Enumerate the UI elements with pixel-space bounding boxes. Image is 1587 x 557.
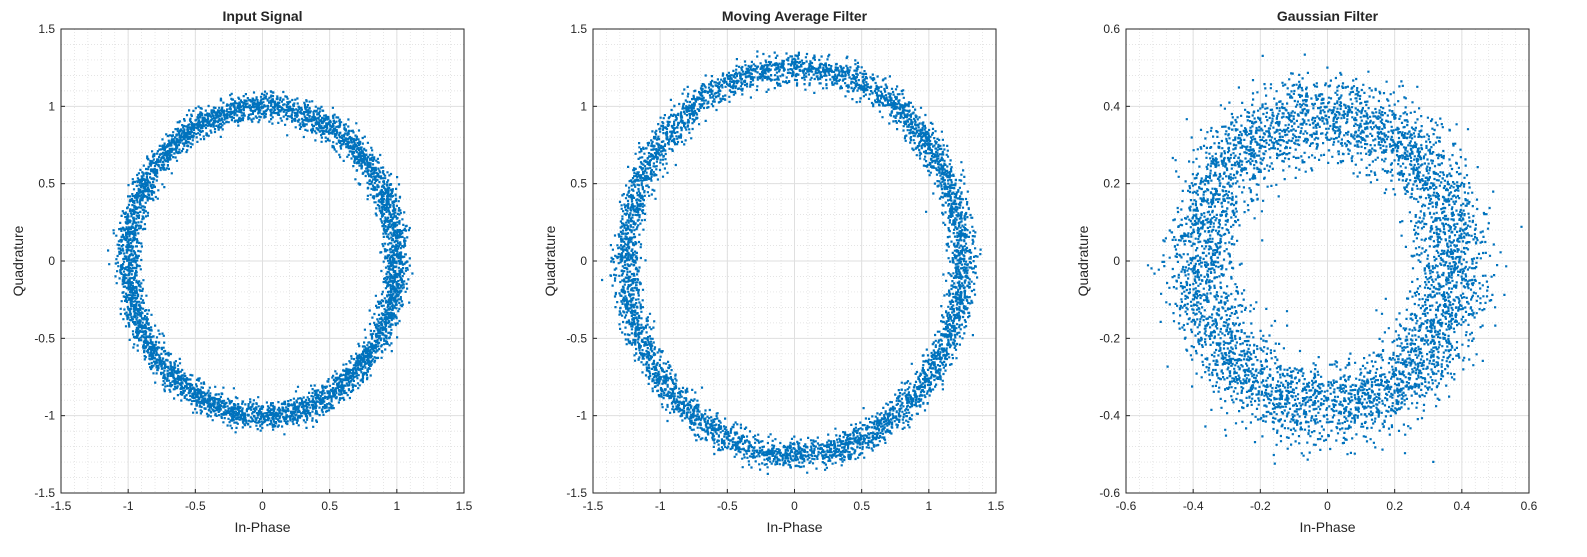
x-axis-label: In-Phase xyxy=(766,519,822,535)
tick-labels: -0.6 -0.4 -0.2 0 0.2 0.4 0.6 -0.6 -0.4 -0.2 0 0.2 0.… xyxy=(1099,22,1537,513)
subplot-1: -1.5 -1 -0.5 0 0.5 1 1.5 -1.5 -1 -0.5 0 0.5 1 1.5 Inpu… xyxy=(10,8,473,535)
x-tick-label: -1.5 xyxy=(583,499,604,513)
y-tick-label: 0.5 xyxy=(570,177,587,191)
y-tick-label: 1 xyxy=(48,99,55,113)
x-tick-label: -0.5 xyxy=(185,499,206,513)
y-tick-label: 0 xyxy=(580,254,587,268)
y-tick-label: -0.6 xyxy=(1099,486,1120,500)
y-tick-label: -1 xyxy=(44,409,55,423)
x-tick-label: 0.6 xyxy=(1521,499,1538,513)
y-axis-label: Quadrature xyxy=(10,225,26,296)
tick-labels: -1.5 -1 -0.5 0 0.5 1 1.5 -1.5 -1 -0.5 0 0.5 1 1.5 xyxy=(34,22,472,513)
y-tick-label: -1 xyxy=(576,409,587,423)
y-tick-label: 0 xyxy=(1113,254,1120,268)
y-tick-label: -0.2 xyxy=(1099,331,1120,345)
x-tick-label: 0.2 xyxy=(1386,499,1403,513)
x-tick-label: 0.5 xyxy=(853,499,870,513)
tick-labels: -1.5 -1 -0.5 0 0.5 1 1.5 -1.5 -1 -0.5 0 0.5 1 1.5 xyxy=(566,22,1004,513)
chart-title: Gaussian Filter xyxy=(1277,8,1379,24)
y-tick-label: -1.5 xyxy=(566,486,587,500)
y-axis-label: Quadrature xyxy=(542,225,558,296)
y-tick-label: -0.5 xyxy=(34,331,55,345)
x-tick-label: -0.4 xyxy=(1183,499,1204,513)
x-tick-label: -0.6 xyxy=(1116,499,1137,513)
subplot-2: -1.5 -1 -0.5 0 0.5 1 1.5 -1.5 -1 -0.5 0 0.5 1 1.5 Movi… xyxy=(542,8,1005,535)
x-tick-label: 0.4 xyxy=(1453,499,1470,513)
major-grid xyxy=(592,28,997,494)
x-tick-label: 1.5 xyxy=(988,499,1005,513)
y-tick-label: 1.5 xyxy=(570,22,587,36)
y-tick-label: -1.5 xyxy=(34,486,55,500)
scatter-points xyxy=(107,90,414,436)
x-tick-label: 0.5 xyxy=(321,499,338,513)
x-tick-label: -1 xyxy=(655,499,666,513)
y-tick-label: -0.4 xyxy=(1099,409,1120,423)
chart-title: Moving Average Filter xyxy=(722,8,868,24)
scatter-points xyxy=(601,50,982,475)
y-tick-label: 1 xyxy=(580,99,587,113)
y-tick-label: -0.5 xyxy=(566,331,587,345)
x-tick-label: 0 xyxy=(259,499,266,513)
scatter-series xyxy=(601,50,982,475)
y-tick-label: 1.5 xyxy=(38,22,55,36)
y-tick-label: 0 xyxy=(48,254,55,268)
x-tick-label: 1 xyxy=(393,499,400,513)
y-tick-label: 0.6 xyxy=(1103,22,1120,36)
y-tick-label: 0.4 xyxy=(1103,99,1120,113)
y-tick-label: 0.5 xyxy=(38,177,55,191)
x-tick-label: -0.5 xyxy=(717,499,738,513)
y-axis-label: Quadrature xyxy=(1075,225,1091,296)
x-tick-label: 0 xyxy=(1324,499,1331,513)
x-axis-label: In-Phase xyxy=(234,519,290,535)
x-tick-label: -1 xyxy=(123,499,134,513)
scatter-points xyxy=(1146,53,1523,465)
x-tick-label: -1.5 xyxy=(51,499,72,513)
chart-title: Input Signal xyxy=(222,8,302,24)
scatter-series xyxy=(107,90,414,436)
x-tick-label: 1 xyxy=(925,499,932,513)
subplot-3: -0.6 -0.4 -0.2 0 0.2 0.4 0.6 -0.6 -0.4 -0.2 0 0.2 0.… xyxy=(1075,8,1538,535)
scatter-series xyxy=(1146,53,1523,465)
x-axis-label: In-Phase xyxy=(1299,519,1355,535)
x-tick-label: 1.5 xyxy=(456,499,473,513)
x-tick-label: 0 xyxy=(791,499,798,513)
y-tick-label: 0.2 xyxy=(1103,177,1120,191)
x-tick-label: -0.2 xyxy=(1250,499,1271,513)
